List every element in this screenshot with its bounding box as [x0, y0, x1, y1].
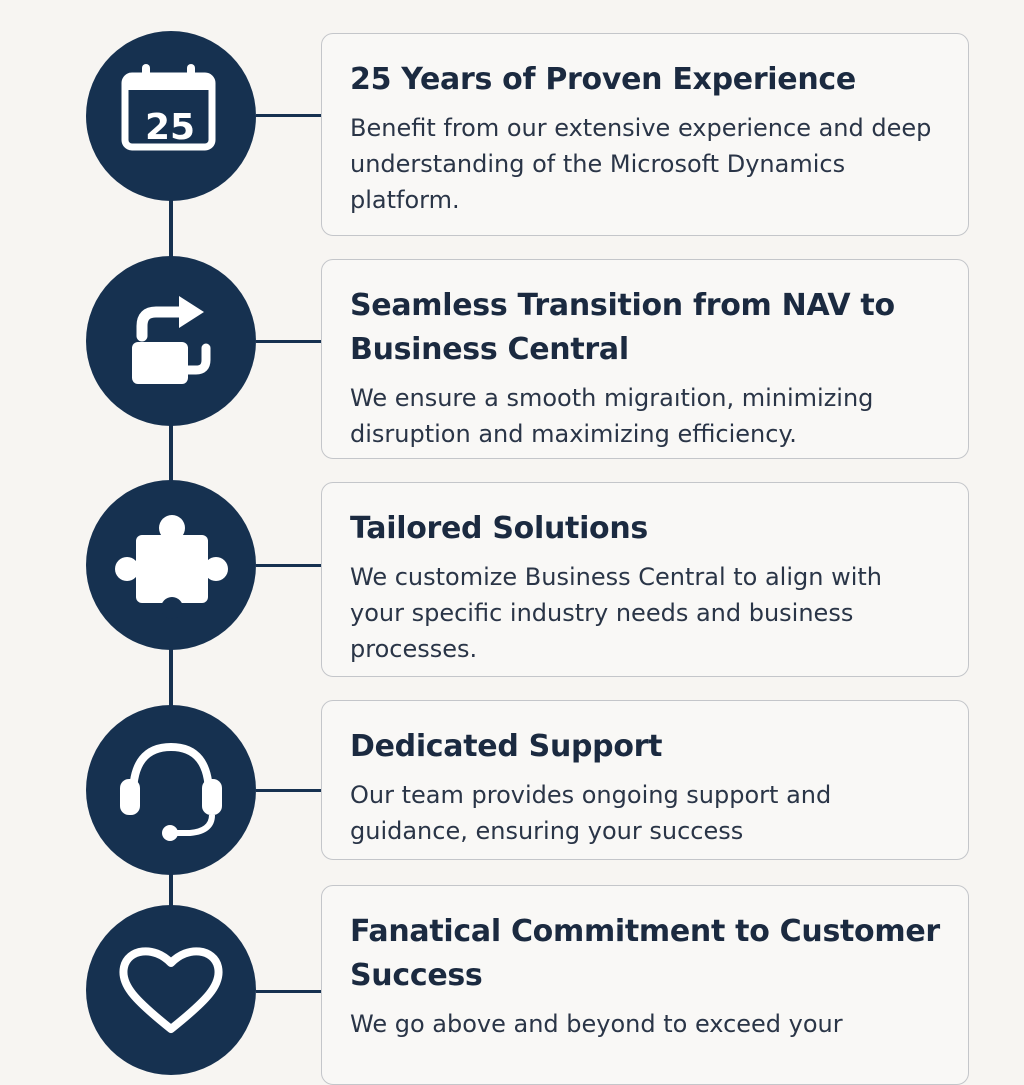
- benefits-timeline: 25 25 Years of Proven Experience Benefit…: [86, 31, 969, 1085]
- calendar-number: 25: [145, 107, 195, 148]
- headset-icon: [120, 742, 222, 841]
- connector-line: [256, 990, 322, 993]
- card-title: Fanatical Commitment to Customer Success: [350, 914, 940, 993]
- card-description: We ensure a smooth migraıtion, minimizin…: [350, 384, 874, 448]
- benefit-card: Dedicated Support Our team provides ongo…: [321, 700, 969, 860]
- benefit-card: 25 Years of Proven Experience Benefit fr…: [321, 33, 969, 236]
- card-title: Seamless Transition from NAV to Business…: [350, 288, 895, 367]
- benefit-card: Tailored Solutions We customize Business…: [321, 482, 969, 677]
- benefit-card: Seamless Transition from NAV to Business…: [321, 259, 969, 459]
- heart-icon: [119, 947, 223, 1033]
- connector-line: [256, 340, 322, 343]
- card-description: We customize Business Central to align w…: [350, 563, 882, 663]
- connector-line: [256, 789, 322, 792]
- card-description: We go above and beyond to exceed your: [350, 1010, 843, 1038]
- transition-icon-circle: [86, 256, 256, 426]
- card-title: Tailored Solutions: [350, 511, 648, 546]
- puzzle-piece-icon: [115, 515, 228, 619]
- benefit-card: Fanatical Commitment to Customer Success…: [321, 885, 969, 1085]
- headset-icon-circle: [86, 705, 256, 875]
- card-title: 25 Years of Proven Experience: [350, 62, 856, 97]
- connector-line: [256, 564, 322, 567]
- calendar-icon: 25: [121, 64, 216, 151]
- connector-line: [256, 114, 322, 117]
- card-title: Dedicated Support: [350, 729, 663, 764]
- card-description: Our team provides ongoing support and gu…: [350, 781, 832, 845]
- puzzle-icon-circle: [86, 480, 256, 650]
- transition-arrows-icon: [132, 296, 211, 384]
- card-description: Benefit from our extensive experience an…: [350, 114, 932, 214]
- heart-icon-circle: [86, 905, 256, 1075]
- calendar-icon-circle: 25: [86, 31, 256, 201]
